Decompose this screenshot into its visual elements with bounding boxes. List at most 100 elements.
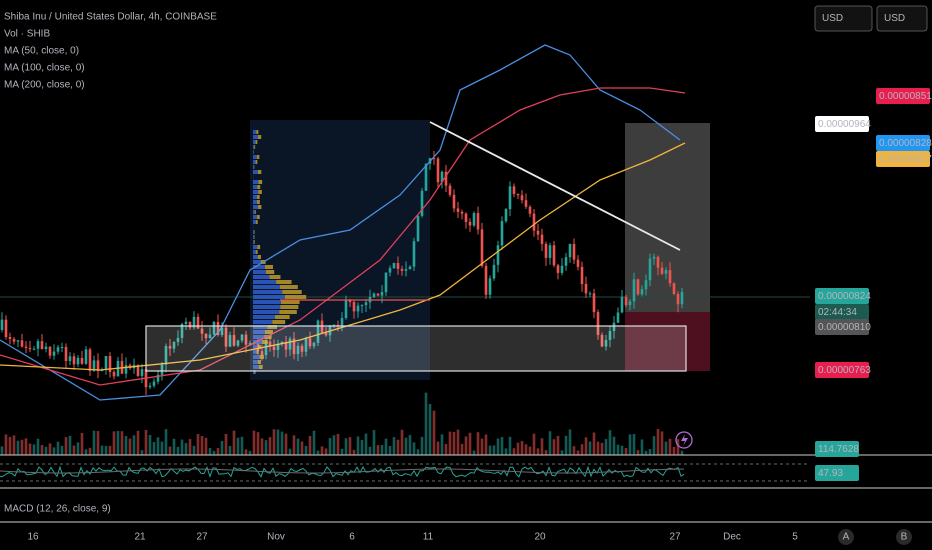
- profile-bar: [253, 270, 266, 274]
- volume-bar: [672, 446, 676, 455]
- candle-body: [432, 158, 436, 160]
- volume-bar: [192, 445, 196, 455]
- candle-body: [372, 293, 376, 297]
- currency-button[interactable]: [876, 5, 928, 32]
- candle-body: [448, 185, 452, 195]
- profile-bar: [256, 350, 259, 354]
- candle-body: [64, 346, 68, 361]
- currency-button[interactable]: [814, 5, 873, 32]
- candle-body: [680, 291, 684, 305]
- candle-body: [148, 385, 152, 388]
- candle-body: [264, 341, 268, 356]
- profile-bar: [257, 200, 260, 204]
- candle-body: [520, 195, 524, 201]
- profile-bar: [253, 240, 255, 244]
- candle-body: [640, 289, 644, 295]
- profile-bar: [264, 265, 273, 269]
- volume-bar: [224, 433, 228, 455]
- axis-badge-label[interactable]: A: [843, 532, 850, 543]
- profile-bar: [254, 210, 256, 214]
- candle-body: [80, 357, 84, 364]
- volume-bar: [644, 450, 648, 455]
- trend-line: [429, 121, 681, 251]
- volume-bar: [204, 437, 208, 455]
- volume-bar: [148, 434, 152, 455]
- profile-bar: [257, 255, 261, 259]
- volume-bar: [96, 431, 100, 455]
- profile-bar: [253, 295, 285, 299]
- volume-bar: [540, 438, 544, 455]
- price-label: 0.00000810: [818, 322, 871, 333]
- volume-bar: [440, 434, 444, 455]
- long-position-stop: [625, 312, 710, 371]
- volume-bar: [44, 446, 48, 455]
- candle-body: [420, 190, 424, 216]
- rsi-line: [0, 465, 685, 478]
- moving-average: [0, 87, 686, 386]
- profile-bar: [253, 300, 281, 304]
- alert-icon[interactable]: [675, 431, 693, 449]
- axis-badge[interactable]: [838, 529, 854, 545]
- profile-bar: [253, 250, 256, 254]
- volume-bar: [488, 445, 492, 455]
- volume-bar: [28, 443, 32, 455]
- profile-bar: [253, 200, 258, 204]
- candle-body: [380, 292, 384, 296]
- candle-body: [224, 327, 228, 347]
- candle-body: [500, 221, 504, 246]
- x-axis-label: Nov: [267, 532, 285, 543]
- volume-bar: [136, 430, 140, 455]
- volume-bar: [328, 437, 332, 455]
- profile-bar: [284, 295, 307, 299]
- volume-bar: [40, 444, 44, 455]
- profile-bar: [253, 135, 258, 139]
- volume-bar: [288, 448, 292, 455]
- currency-button-label[interactable]: USD: [822, 13, 843, 24]
- indicator-legend: MA (200, close, 0): [4, 80, 85, 91]
- x-axis-label: 16: [27, 532, 39, 543]
- volume-bar: [396, 439, 400, 455]
- profile-bar: [253, 355, 260, 359]
- volume-bar: [240, 436, 244, 455]
- candle-body: [620, 296, 624, 313]
- profile-bar: [255, 160, 258, 164]
- candle-body: [488, 278, 492, 295]
- candle-body: [280, 341, 284, 344]
- volume-bar: [516, 442, 520, 455]
- volume-bar: [564, 435, 568, 455]
- volume-bar: [360, 439, 364, 455]
- profile-bar: [253, 310, 280, 314]
- axis-badge-label[interactable]: B: [901, 532, 908, 543]
- profile-bar: [253, 325, 268, 329]
- profile-bar: [253, 350, 257, 354]
- price-label: 0.00000828: [879, 138, 932, 149]
- candle-body: [292, 338, 296, 355]
- volume-bar: [676, 439, 680, 455]
- volume-bar: [448, 431, 452, 455]
- profile-bar: [253, 305, 281, 309]
- candle-body: [60, 346, 64, 348]
- candle-body: [164, 345, 168, 365]
- volume-bar: [544, 450, 548, 455]
- axis-badge[interactable]: [896, 529, 912, 545]
- candle-body: [108, 356, 112, 372]
- profile-bar: [253, 240, 254, 244]
- volume-bar: [608, 430, 612, 455]
- volume-bar: [388, 446, 392, 455]
- moving-average: [0, 44, 681, 401]
- volume-bar: [128, 438, 132, 455]
- profile-bar: [253, 230, 254, 234]
- candle-body: [604, 340, 608, 347]
- volume-bar: [236, 437, 240, 455]
- currency-button-label[interactable]: USD: [884, 13, 905, 24]
- price-label-bg: [815, 362, 869, 378]
- profile-bar: [265, 270, 275, 274]
- candle-body: [568, 243, 572, 258]
- candle-body: [468, 222, 472, 226]
- alert-bolt: [681, 434, 688, 446]
- profile-bar: [256, 155, 260, 159]
- candle-body: [412, 241, 416, 267]
- volume-bar: [576, 450, 580, 455]
- profile-bar: [253, 315, 276, 319]
- volume-bar: [352, 449, 356, 455]
